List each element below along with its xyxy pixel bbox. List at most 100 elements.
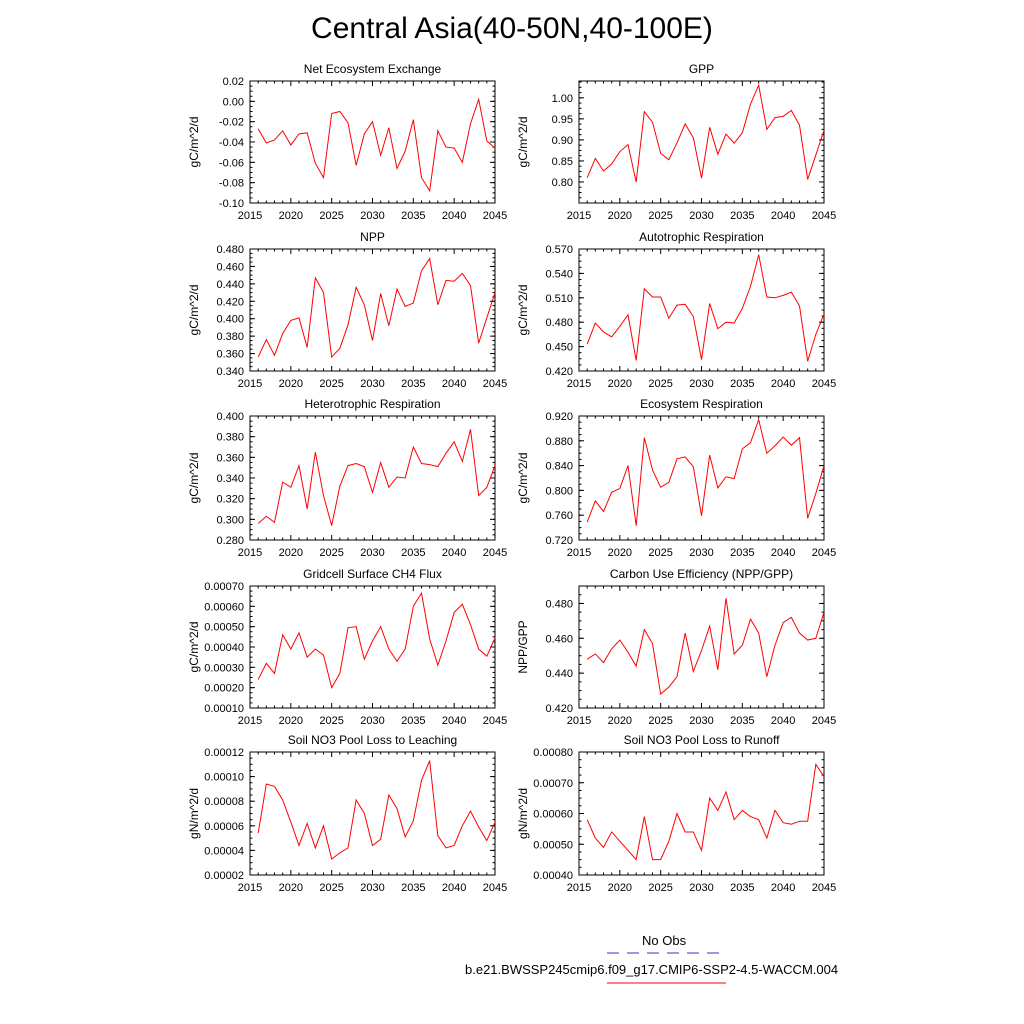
y-tick-label: 0.340 <box>216 473 244 485</box>
series-line <box>586 417 825 526</box>
x-tick-label: 2025 <box>319 547 343 559</box>
x-tick-label: 2025 <box>319 378 343 390</box>
y-tick-label: 0.00050 <box>533 839 573 851</box>
y-tick-label: 0.340 <box>216 366 244 378</box>
y-tick-label: 0.760 <box>545 510 573 522</box>
panel-10: Soil NO3 Pool Loss to Runoff gN/m^2/d 2015… <box>516 733 836 894</box>
x-tick-label: 2040 <box>771 882 795 894</box>
y-tick-label: 0.00040 <box>204 642 244 654</box>
panel-title: Autotrophic Respiration <box>639 230 764 244</box>
y-tick-label: 0.00010 <box>204 703 244 715</box>
y-tick-label: 0.95 <box>552 114 573 126</box>
y-tick-label: 0.840 <box>545 461 573 473</box>
x-tick-label: 2020 <box>279 715 303 727</box>
series-line <box>257 760 496 860</box>
y-tick-label: -0.10 <box>219 198 244 210</box>
x-tick-label: 2045 <box>812 882 836 894</box>
y-tick-label: 0.570 <box>545 244 573 256</box>
panel-title: Gridcell Surface CH4 Flux <box>303 567 442 581</box>
y-tick-label: 0.460 <box>545 633 573 645</box>
legend-label-model-run: b.e21.BWSSP245cmip6.f09_g17.CMIP6-SSP2-4… <box>465 962 839 977</box>
y-tick-label: 0.00 <box>223 96 244 108</box>
y-tick-label: -0.06 <box>219 157 244 169</box>
panel-7: Gridcell Surface CH4 Flux gC/m^2/d 2015 202… <box>187 567 507 727</box>
x-tick-label: 2040 <box>442 378 466 390</box>
y-axis-label: gN/m^2/d <box>187 788 201 839</box>
y-tick-label: 0.360 <box>216 349 244 361</box>
x-tick-label: 2025 <box>648 210 672 222</box>
y-tick-label: 0.420 <box>545 366 573 378</box>
y-axis-label: gN/m^2/d <box>516 788 530 839</box>
x-tick-label: 2035 <box>730 210 754 222</box>
y-tick-label: 0.00004 <box>204 845 244 857</box>
y-tick-label: 0.90 <box>552 135 573 147</box>
panel-5: Heterotrophic Respiration gC/m^2/d 2015 202… <box>187 397 507 559</box>
x-tick-label: 2020 <box>608 378 632 390</box>
x-tick-label: 2020 <box>279 882 303 894</box>
x-tick-label: 2015 <box>567 378 591 390</box>
y-tick-label: 0.00060 <box>204 601 244 613</box>
legend-line-model-run <box>607 982 726 984</box>
series-line <box>586 598 825 696</box>
x-tick-label: 2030 <box>360 210 384 222</box>
y-tick-label: 0.00012 <box>204 747 244 759</box>
x-tick-label: 2030 <box>689 715 713 727</box>
x-tick-label: 2020 <box>608 547 632 559</box>
panel-title: Heterotrophic Respiration <box>304 397 440 411</box>
panel-title: Soil NO3 Pool Loss to Leaching <box>288 733 457 747</box>
series-line <box>586 762 825 861</box>
x-tick-label: 2045 <box>483 210 507 222</box>
x-tick-label: 2030 <box>360 715 384 727</box>
x-tick-label: 2015 <box>567 882 591 894</box>
y-tick-label: 0.00002 <box>204 870 244 882</box>
x-tick-label: 2045 <box>483 547 507 559</box>
x-tick-label: 2025 <box>319 715 343 727</box>
x-tick-label: 2035 <box>730 378 754 390</box>
y-tick-label: 0.00060 <box>533 809 573 821</box>
figure-title: Central Asia(40-50N,40-100E) <box>311 12 713 45</box>
panel-8: Carbon Use Efficiency (NPP/GPP) NPP/GPP 20… <box>516 567 836 727</box>
x-tick-label: 2035 <box>401 547 425 559</box>
legend-line-no-obs <box>607 952 726 954</box>
x-tick-label: 2015 <box>238 882 262 894</box>
panel-title: Soil NO3 Pool Loss to Runoff <box>624 733 781 747</box>
y-tick-label: -0.04 <box>219 137 244 149</box>
x-tick-label: 2020 <box>608 210 632 222</box>
panel-4: Autotrophic Respiration gC/m^2/d 2015 2020 2… <box>516 230 836 390</box>
series-line <box>257 257 496 359</box>
x-tick-label: 2045 <box>812 547 836 559</box>
x-tick-label: 2015 <box>238 715 262 727</box>
x-tick-label: 2020 <box>279 210 303 222</box>
x-tick-label: 2030 <box>689 882 713 894</box>
x-tick-label: 2040 <box>771 547 795 559</box>
x-tick-label: 2020 <box>279 378 303 390</box>
y-tick-label: 0.480 <box>216 244 244 256</box>
panel-title: Ecosystem Respiration <box>640 397 763 411</box>
y-tick-label: 0.720 <box>545 535 573 547</box>
y-axis-label: gC/m^2/d <box>187 285 201 336</box>
x-tick-label: 2045 <box>812 715 836 727</box>
x-tick-label: 2020 <box>608 882 632 894</box>
x-tick-label: 2040 <box>442 547 466 559</box>
y-tick-label: 0.00080 <box>533 747 573 759</box>
y-tick-label: 0.400 <box>216 411 244 423</box>
y-tick-label: 0.380 <box>216 432 244 444</box>
plot-frame <box>249 585 496 709</box>
y-tick-label: 0.800 <box>545 485 573 497</box>
panel-title: NPP <box>360 230 385 244</box>
x-tick-label: 2040 <box>771 210 795 222</box>
x-tick-label: 2035 <box>401 378 425 390</box>
y-tick-label: 0.420 <box>216 296 244 308</box>
x-tick-label: 2035 <box>730 715 754 727</box>
y-tick-label: 0.00006 <box>204 821 244 833</box>
panel-title: Net Ecosystem Exchange <box>304 62 442 76</box>
panel-9: Soil NO3 Pool Loss to Leaching gN/m^2/d 20… <box>187 733 507 894</box>
series-line <box>257 429 496 526</box>
y-tick-label: 0.480 <box>545 598 573 610</box>
y-tick-label: 0.02 <box>223 76 244 88</box>
y-tick-label: 0.00010 <box>204 772 244 784</box>
x-tick-label: 2030 <box>360 882 384 894</box>
x-tick-label: 2030 <box>360 547 384 559</box>
y-tick-label: 0.00070 <box>533 778 573 790</box>
